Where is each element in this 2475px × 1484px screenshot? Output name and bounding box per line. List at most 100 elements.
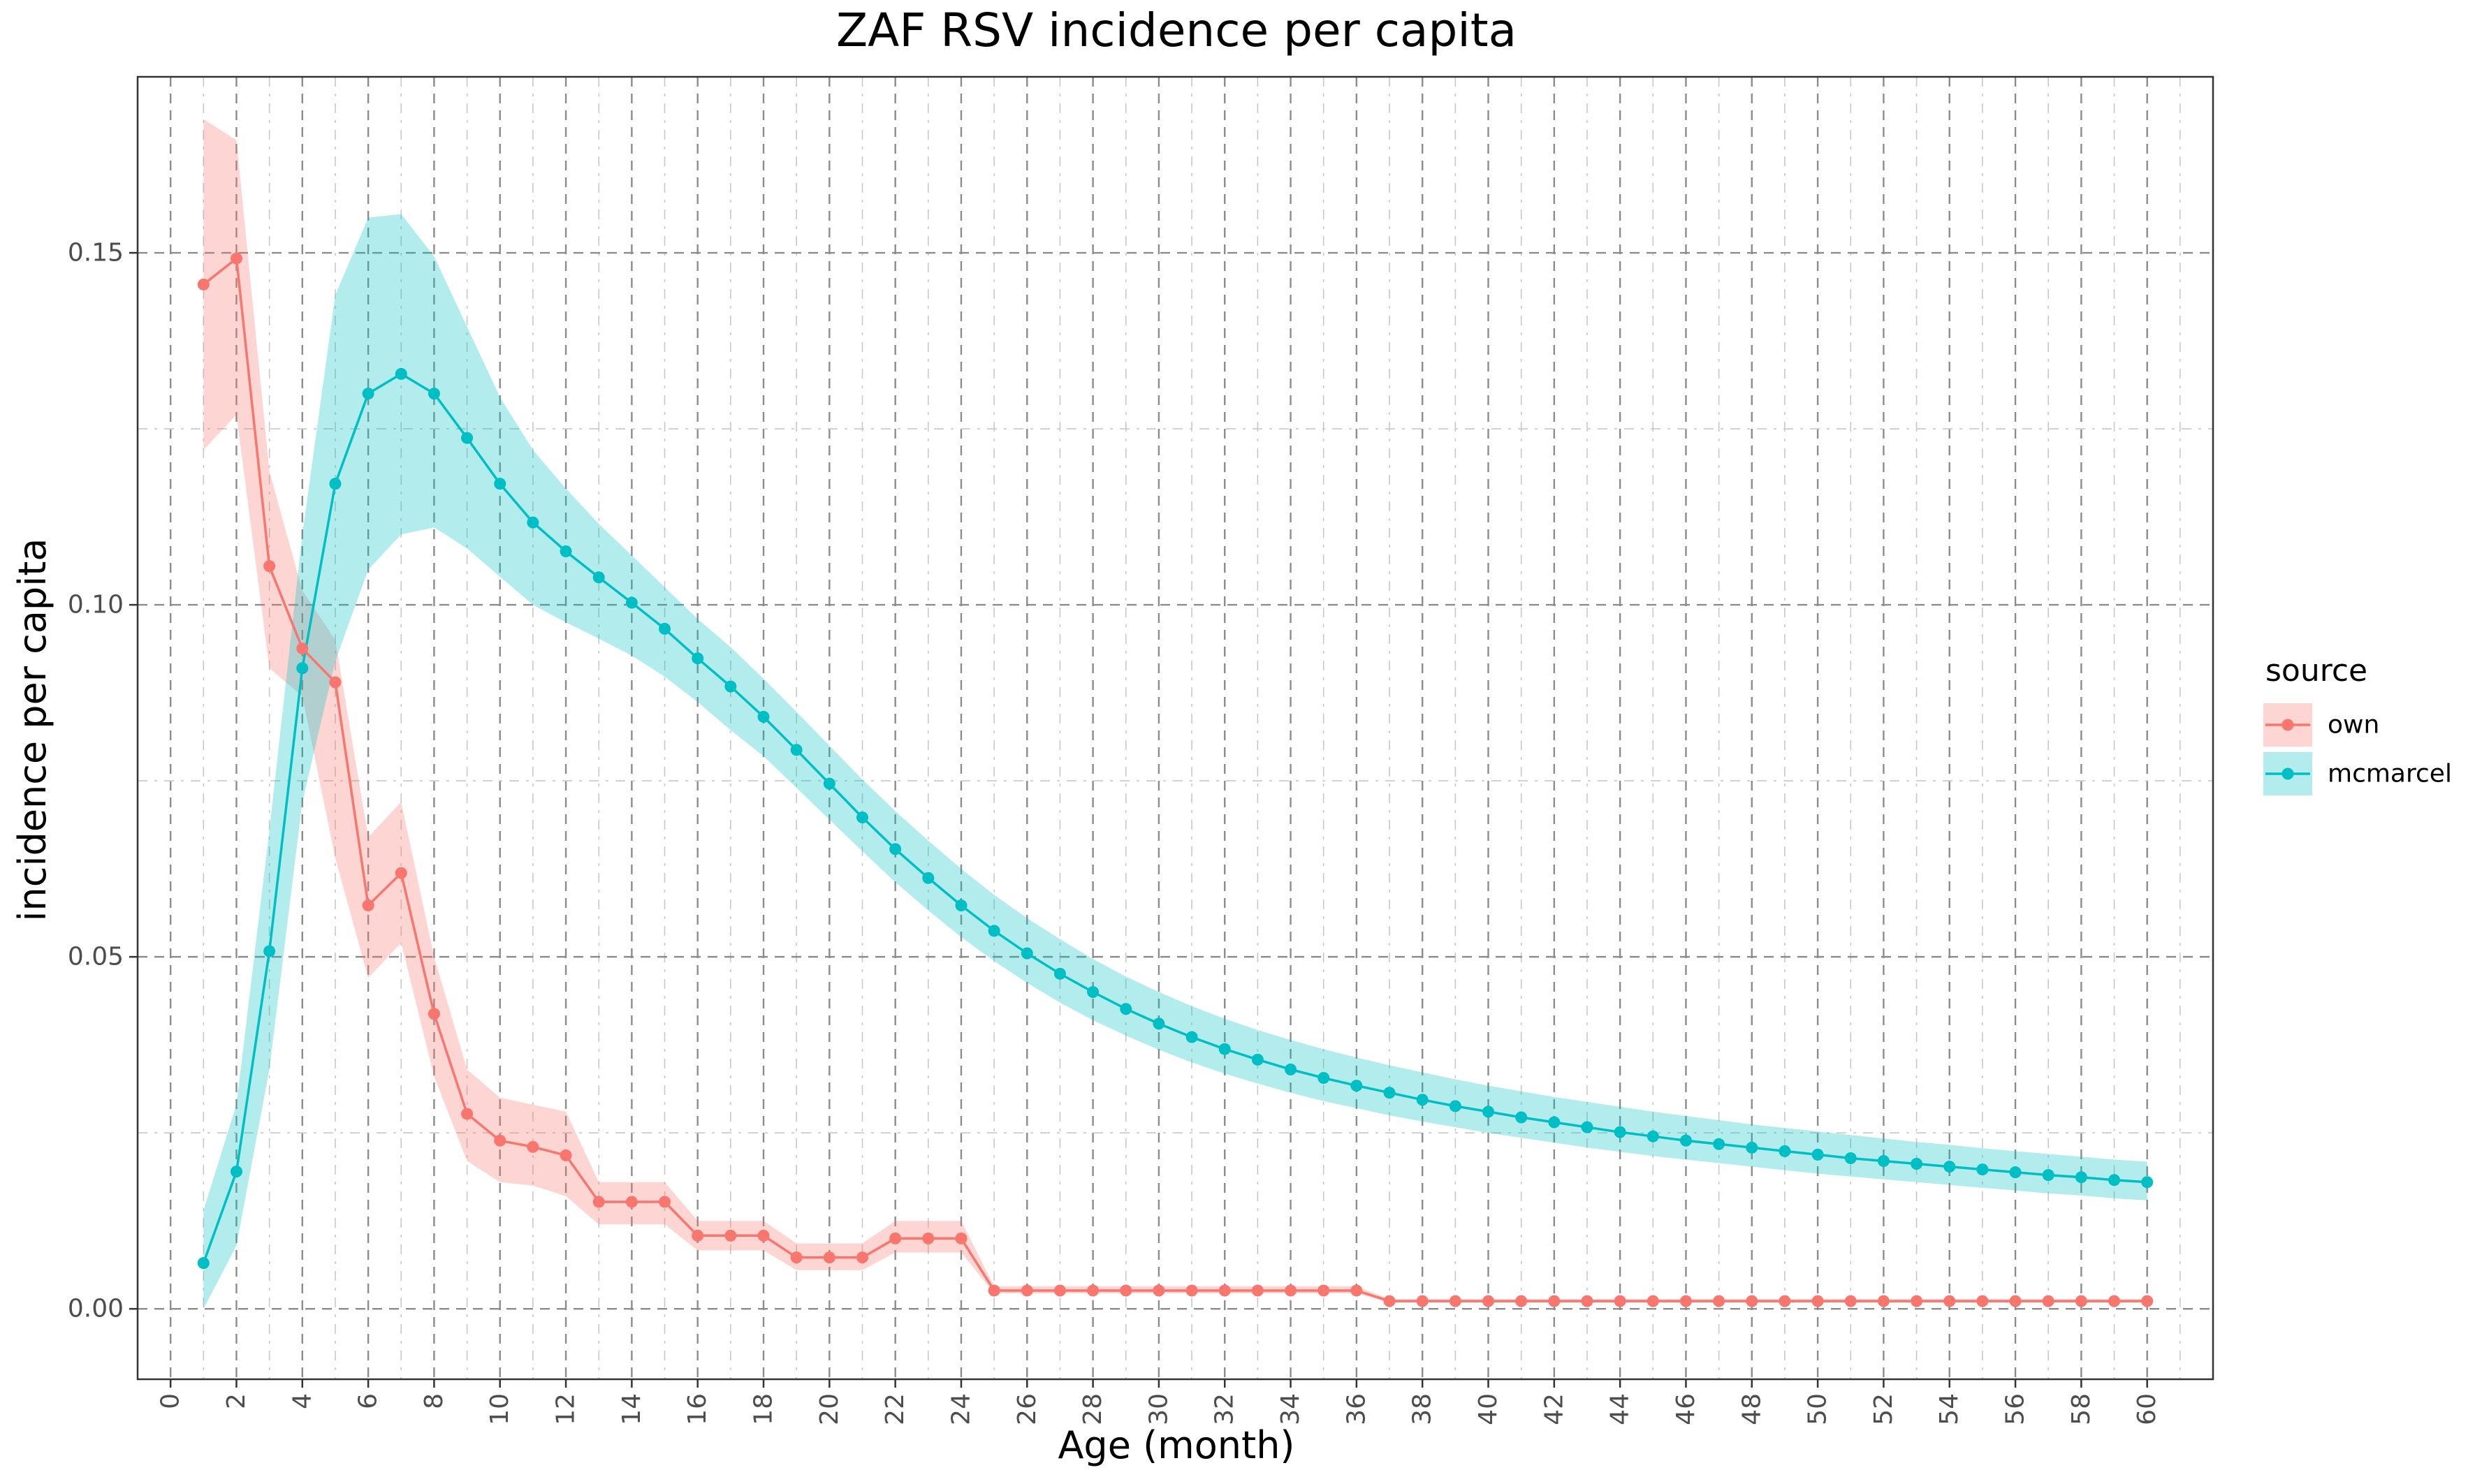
point-mcmarcel <box>1647 1130 1659 1143</box>
point-mcmarcel <box>1943 1161 1956 1173</box>
point-own <box>1911 1295 1923 1307</box>
point-own <box>2009 1295 2022 1307</box>
point-own <box>1515 1295 1528 1307</box>
legend-item-mcmarcel: mcmarcel <box>2263 752 2452 795</box>
point-own <box>1285 1284 1297 1297</box>
x-tick-label: 34 <box>1276 1393 1305 1425</box>
point-mcmarcel <box>2141 1176 2154 1189</box>
legend-label-mcmarcel: mcmarcel <box>2328 760 2452 788</box>
point-mcmarcel <box>1449 1100 1461 1112</box>
x-tick-label: 0 <box>156 1393 185 1409</box>
band-mcmarcel <box>203 214 2147 1309</box>
point-own <box>230 252 242 265</box>
point-own <box>1647 1295 1659 1307</box>
x-tick-label: 10 <box>485 1393 514 1425</box>
point-own <box>428 1008 440 1020</box>
point-own <box>263 560 276 573</box>
chart-title: ZAF RSV incidence per capita <box>836 3 1517 57</box>
point-mcmarcel <box>1120 1003 1132 1015</box>
point-mcmarcel <box>1746 1141 1758 1154</box>
point-mcmarcel <box>1218 1043 1231 1055</box>
legend-key-point <box>2281 767 2294 780</box>
x-axis-ticks: 0 2 4 6 8 10 12 14 16 18 20 22 24 26 28 30 32 34 36 38 40 42 4… <box>156 1379 2161 1425</box>
point-own <box>395 867 407 879</box>
point-mcmarcel <box>197 1257 210 1270</box>
point-own <box>823 1251 835 1264</box>
point-mcmarcel <box>1416 1094 1429 1106</box>
point-mcmarcel <box>988 925 1000 937</box>
x-tick-label: 50 <box>1804 1393 1832 1425</box>
x-tick-label: 42 <box>1540 1393 1568 1425</box>
point-own <box>889 1232 902 1244</box>
point-mcmarcel <box>527 516 539 529</box>
point-own <box>197 278 210 291</box>
point-own <box>1416 1295 1429 1307</box>
x-tick-label: 2 <box>222 1393 251 1409</box>
x-tick-label: 16 <box>683 1393 712 1425</box>
point-mcmarcel <box>1779 1145 1791 1157</box>
point-own <box>922 1232 935 1244</box>
point-mcmarcel <box>592 571 605 584</box>
point-own <box>1153 1284 1165 1297</box>
point-mcmarcel <box>362 388 374 400</box>
point-mcmarcel <box>296 662 309 675</box>
x-tick-label: 32 <box>1211 1393 1239 1425</box>
point-mcmarcel <box>922 872 935 884</box>
x-tick-label: 48 <box>1737 1393 1766 1425</box>
y-tick-label: 0.00 <box>68 1295 124 1323</box>
point-own <box>1779 1295 1791 1307</box>
point-mcmarcel <box>395 367 407 380</box>
point-own <box>1021 1284 1033 1297</box>
point-own <box>560 1149 572 1161</box>
x-tick-label: 52 <box>1869 1393 1898 1425</box>
x-tick-label: 8 <box>420 1393 448 1409</box>
point-own <box>1185 1284 1198 1297</box>
point-own <box>362 899 374 912</box>
point-own <box>1350 1284 1363 1297</box>
plot-frame <box>136 75 2214 1381</box>
x-tick-label: 46 <box>1672 1393 1700 1425</box>
y-tick-label: 0.05 <box>68 943 124 971</box>
point-own <box>1877 1295 1890 1307</box>
point-own <box>1317 1284 1330 1297</box>
point-mcmarcel <box>790 744 803 756</box>
point-own <box>1943 1295 1956 1307</box>
point-own <box>2075 1295 2087 1307</box>
point-mcmarcel <box>1482 1105 1495 1118</box>
x-tick-label: 24 <box>947 1393 976 1425</box>
point-mcmarcel <box>757 710 770 723</box>
x-tick-label: 14 <box>618 1393 646 1425</box>
x-tick-label: 28 <box>1079 1393 1107 1425</box>
x-tick-label: 56 <box>2001 1393 2030 1425</box>
point-mcmarcel <box>1317 1072 1330 1085</box>
point-own <box>1614 1295 1626 1307</box>
x-tick-label: 58 <box>2067 1393 2096 1425</box>
point-own <box>724 1229 737 1242</box>
point-mcmarcel <box>1679 1134 1692 1147</box>
point-mcmarcel <box>494 478 506 490</box>
point-own <box>1746 1295 1758 1307</box>
point-mcmarcel <box>1350 1080 1363 1092</box>
point-own <box>1679 1295 1692 1307</box>
point-own <box>1120 1284 1132 1297</box>
point-mcmarcel <box>1185 1031 1198 1043</box>
point-own <box>757 1229 770 1242</box>
point-own <box>1976 1295 1989 1307</box>
point-own <box>527 1140 539 1153</box>
point-mcmarcel <box>1614 1126 1626 1138</box>
point-mcmarcel <box>692 652 704 665</box>
point-own <box>1383 1295 1396 1307</box>
point-mcmarcel <box>1153 1018 1165 1030</box>
y-tick-label: 0.10 <box>68 591 124 619</box>
x-tick-label: 36 <box>1342 1393 1371 1425</box>
point-mcmarcel <box>2042 1169 2054 1182</box>
plot-area <box>138 77 2213 1379</box>
point-own <box>494 1134 506 1147</box>
point-mcmarcel <box>1548 1116 1561 1129</box>
point-mcmarcel <box>1285 1063 1297 1075</box>
point-own <box>1548 1295 1561 1307</box>
point-own <box>988 1284 1000 1297</box>
point-mcmarcel <box>1911 1158 1923 1170</box>
point-own <box>592 1196 605 1208</box>
